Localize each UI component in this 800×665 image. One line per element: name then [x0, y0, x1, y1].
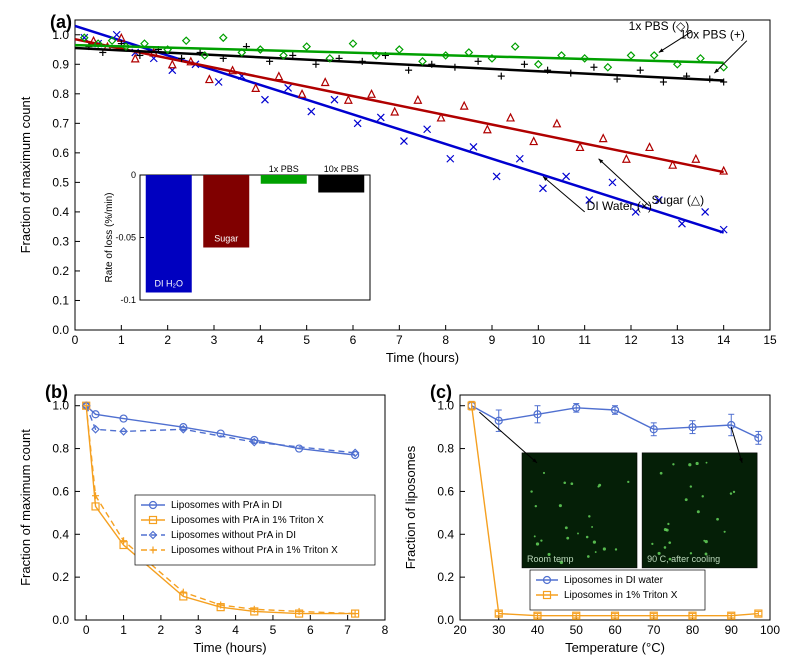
- svg-text:Sugar: Sugar: [214, 234, 238, 244]
- figure-canvas: (a) 01234567891011121314150.00.10.20.30.…: [0, 0, 800, 665]
- svg-text:-0.05: -0.05: [115, 233, 136, 243]
- svg-text:0.0: 0.0: [52, 613, 69, 627]
- svg-text:90: 90: [725, 623, 739, 637]
- svg-text:Rate of loss (%/min): Rate of loss (%/min): [104, 192, 115, 282]
- svg-text:0.4: 0.4: [437, 527, 454, 541]
- svg-text:0.2: 0.2: [52, 570, 69, 584]
- svg-text:Liposomes in 1% Triton X: Liposomes in 1% Triton X: [564, 590, 678, 601]
- svg-text:0.2: 0.2: [52, 264, 69, 278]
- svg-text:0.1: 0.1: [52, 293, 69, 307]
- panel-a-inset: 0 -0.05 -0.1 Rate of loss (%/min) DI H₂O Suga…: [104, 164, 370, 305]
- svg-text:4: 4: [257, 333, 264, 347]
- svg-text:Time (hours): Time (hours): [193, 640, 266, 655]
- svg-text:0.8: 0.8: [52, 442, 69, 456]
- svg-text:0.3: 0.3: [52, 234, 69, 248]
- svg-text:0.6: 0.6: [437, 484, 454, 498]
- svg-text:7: 7: [396, 333, 403, 347]
- svg-text:60: 60: [608, 623, 622, 637]
- svg-text:0: 0: [131, 170, 136, 180]
- svg-text:Liposomes with PrA in 1% Trito: Liposomes with PrA in 1% Triton X: [171, 515, 324, 526]
- svg-text:-0.1: -0.1: [120, 295, 136, 305]
- panel-b-legend: Liposomes with PrA in DI Liposomes with P…: [135, 495, 375, 565]
- panel-c-inset-images: Room temp 90 C, after cooling: [479, 412, 757, 568]
- svg-text:50: 50: [570, 623, 584, 637]
- svg-text:Fraction of maximum count: Fraction of maximum count: [18, 96, 33, 253]
- svg-text:5: 5: [303, 333, 310, 347]
- svg-text:13: 13: [671, 333, 685, 347]
- svg-text:1.0: 1.0: [437, 399, 454, 413]
- svg-text:0.0: 0.0: [52, 323, 69, 337]
- svg-text:10x PBS: 10x PBS: [324, 164, 359, 174]
- svg-text:10x PBS (+): 10x PBS (+): [680, 28, 745, 42]
- svg-text:1x PBS: 1x PBS: [269, 164, 299, 174]
- svg-text:Sugar (△): Sugar (△): [652, 193, 705, 207]
- svg-text:3: 3: [211, 333, 218, 347]
- svg-text:Liposomes without PrA in 1% Tr: Liposomes without PrA in 1% Triton X: [171, 545, 338, 556]
- panel-a: (a) 01234567891011121314150.00.10.20.30.…: [18, 12, 777, 365]
- svg-text:10: 10: [532, 333, 546, 347]
- svg-text:5: 5: [270, 623, 277, 637]
- svg-text:Fraction of maximum count: Fraction of maximum count: [18, 429, 33, 586]
- svg-text:70: 70: [647, 623, 661, 637]
- svg-text:0: 0: [83, 623, 90, 637]
- svg-text:6: 6: [350, 333, 357, 347]
- svg-text:4: 4: [232, 623, 239, 637]
- svg-text:DI Water (×): DI Water (×): [587, 199, 652, 213]
- svg-text:0.8: 0.8: [437, 442, 454, 456]
- svg-text:9: 9: [489, 333, 496, 347]
- svg-text:7: 7: [344, 623, 351, 637]
- panel-b: (b) 0123456780.00.20.40.60.81.0Time (hou…: [18, 382, 389, 655]
- svg-text:20: 20: [453, 623, 467, 637]
- svg-text:Room temp: Room temp: [527, 554, 574, 564]
- svg-text:1: 1: [120, 623, 127, 637]
- svg-text:6: 6: [307, 623, 314, 637]
- svg-text:12: 12: [624, 333, 638, 347]
- panel-c-legend: Liposomes in DI water Liposomes in 1% Tri…: [530, 570, 705, 610]
- svg-text:1: 1: [118, 333, 125, 347]
- svg-text:0.7: 0.7: [52, 116, 69, 130]
- svg-text:0.4: 0.4: [52, 527, 69, 541]
- svg-text:2: 2: [164, 333, 171, 347]
- svg-text:0.8: 0.8: [52, 87, 69, 101]
- svg-text:8: 8: [382, 623, 389, 637]
- svg-text:14: 14: [717, 333, 731, 347]
- svg-text:0.6: 0.6: [52, 484, 69, 498]
- svg-text:0.0: 0.0: [437, 613, 454, 627]
- svg-text:80: 80: [686, 623, 700, 637]
- svg-text:Fraction of liposomes: Fraction of liposomes: [403, 445, 418, 569]
- svg-text:8: 8: [442, 333, 449, 347]
- svg-text:1.0: 1.0: [52, 399, 69, 413]
- svg-text:Time (hours): Time (hours): [386, 350, 459, 365]
- svg-text:1.0: 1.0: [52, 28, 69, 42]
- svg-text:90 C, after cooling: 90 C, after cooling: [647, 554, 720, 564]
- svg-text:Liposomes with PrA in DI: Liposomes with PrA in DI: [171, 500, 282, 511]
- svg-text:15: 15: [763, 333, 777, 347]
- svg-text:0: 0: [72, 333, 79, 347]
- svg-text:0.9: 0.9: [52, 57, 69, 71]
- svg-text:100: 100: [760, 623, 780, 637]
- svg-text:0.2: 0.2: [437, 570, 454, 584]
- svg-text:Temperature (°C): Temperature (°C): [565, 640, 665, 655]
- svg-text:0.5: 0.5: [52, 175, 69, 189]
- svg-text:2: 2: [158, 623, 165, 637]
- svg-text:40: 40: [531, 623, 545, 637]
- svg-text:0.4: 0.4: [52, 205, 69, 219]
- svg-text:0.6: 0.6: [52, 146, 69, 160]
- svg-text:DI H₂O: DI H₂O: [155, 279, 184, 289]
- svg-text:11: 11: [578, 333, 591, 347]
- svg-text:30: 30: [492, 623, 506, 637]
- svg-text:3: 3: [195, 623, 202, 637]
- svg-text:Liposomes without PrA in DI: Liposomes without PrA in DI: [171, 530, 296, 541]
- svg-text:Liposomes in DI water: Liposomes in DI water: [564, 575, 664, 586]
- panel-c: (c) 20304050607080901000.00.20.40.60.81.…: [403, 382, 780, 655]
